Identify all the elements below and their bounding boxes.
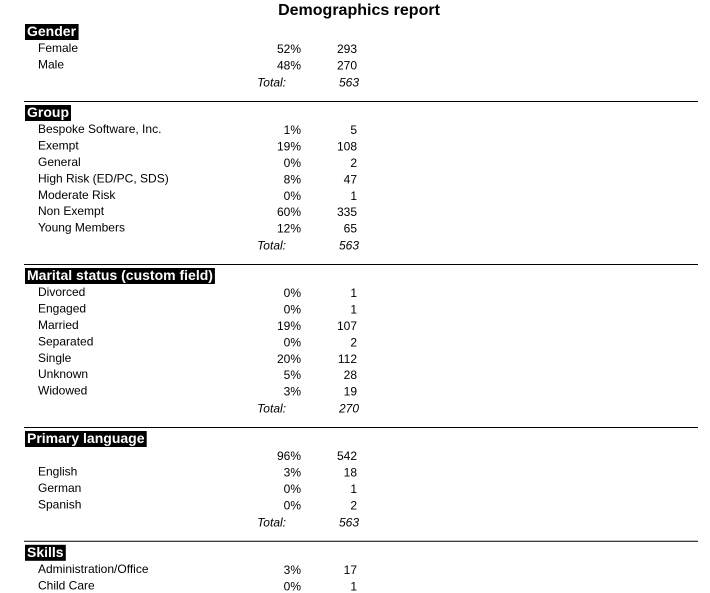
section-title: Primary language: [27, 430, 145, 446]
section-header: Gender: [25, 23, 79, 40]
row-label: Administration/Office: [38, 562, 149, 576]
row-label: Unknown: [38, 367, 88, 381]
row-count: 1: [350, 286, 357, 300]
section-header-bg: [25, 268, 215, 284]
row-label: Spanish: [38, 497, 81, 511]
row-percent: 0%: [284, 498, 302, 512]
row-count: 293: [337, 42, 357, 56]
row-label: Engaged: [38, 302, 86, 316]
row-label: Single: [38, 351, 72, 365]
row-count: 112: [338, 352, 357, 366]
row-label: Married: [38, 318, 79, 332]
row-percent: 3%: [284, 466, 302, 480]
row-count: 107: [337, 319, 357, 333]
total-value: 270: [338, 402, 359, 416]
row-count: 1: [350, 189, 357, 203]
row-percent: 52%: [277, 42, 301, 56]
row-percent: 0%: [284, 303, 302, 317]
section-header: Marital status (custom field): [25, 267, 215, 284]
row-label: High Risk (ED/PC, SDS): [38, 171, 169, 185]
total-label: Total:: [257, 76, 286, 90]
total-value: 563: [339, 239, 359, 253]
total-label: Total:: [257, 402, 286, 416]
section-header: Primary language: [25, 430, 147, 447]
row-percent: 0%: [284, 579, 302, 593]
row-percent: 19%: [277, 140, 301, 154]
row-percent: 3%: [284, 563, 302, 577]
row-count: 108: [337, 140, 357, 154]
row-percent: 0%: [284, 335, 302, 349]
row-percent: 0%: [284, 286, 302, 300]
section-header-bg: [25, 24, 79, 40]
row-count: 65: [344, 222, 358, 236]
row-percent: 3%: [284, 385, 302, 399]
row-label: Non Exempt: [38, 204, 105, 218]
section-title: Gender: [27, 23, 77, 39]
total-value: 563: [339, 515, 359, 529]
row-label: Exempt: [38, 139, 79, 153]
row-label: Moderate Risk: [38, 188, 116, 202]
row-count: 2: [350, 498, 357, 512]
row-label: Bespoke Software, Inc.: [38, 122, 161, 136]
section-header: Skills: [25, 544, 66, 561]
section-header-bg: [25, 105, 71, 121]
row-label: English: [38, 465, 77, 479]
row-label: General: [38, 155, 81, 169]
row-percent: 1%: [284, 123, 302, 137]
row-count: 270: [337, 59, 357, 73]
row-percent: 20%: [277, 352, 301, 366]
row-percent: 19%: [277, 319, 301, 333]
row-count: 1: [350, 579, 357, 593]
row-label: Separated: [38, 334, 93, 348]
row-percent: 96%: [277, 449, 301, 463]
row-count: 47: [344, 172, 358, 186]
row-label: German: [38, 481, 81, 495]
row-percent: 8%: [284, 172, 302, 186]
row-count: 5: [350, 123, 357, 137]
row-percent: 5%: [284, 368, 302, 382]
section-title: Marital status (custom field): [27, 267, 213, 283]
total-label: Total:: [257, 515, 286, 529]
section-title: Skills: [27, 544, 64, 560]
row-label: Young Members: [38, 221, 125, 235]
row-label: Male: [38, 58, 64, 72]
row-percent: 60%: [277, 205, 301, 219]
section-header-bg: [25, 431, 147, 447]
row-percent: 0%: [284, 482, 302, 496]
row-count: 1: [350, 303, 357, 317]
row-count: 2: [350, 335, 357, 349]
row-count: 28: [344, 368, 358, 382]
section-header: Group: [25, 104, 71, 121]
row-count: 335: [337, 205, 357, 219]
report-title: Demographics report: [278, 2, 440, 19]
row-label: Female: [38, 41, 78, 55]
total-label: Total:: [257, 239, 286, 253]
row-percent: 0%: [284, 156, 302, 170]
row-count: 19: [344, 385, 358, 399]
row-label: Divorced: [38, 285, 85, 299]
section-title: Group: [27, 104, 69, 120]
row-count: 542: [337, 449, 357, 463]
row-label: Child Care: [38, 578, 95, 592]
section-header-bg: [25, 544, 66, 561]
row-percent: 0%: [284, 189, 302, 203]
row-count: 1: [350, 482, 357, 496]
row-count: 18: [344, 466, 358, 480]
row-label: Widowed: [38, 384, 87, 398]
row-count: 2: [350, 156, 357, 170]
row-count: 17: [344, 563, 358, 577]
row-percent: 48%: [277, 59, 301, 73]
total-value: 563: [339, 76, 359, 90]
row-percent: 12%: [277, 222, 301, 236]
